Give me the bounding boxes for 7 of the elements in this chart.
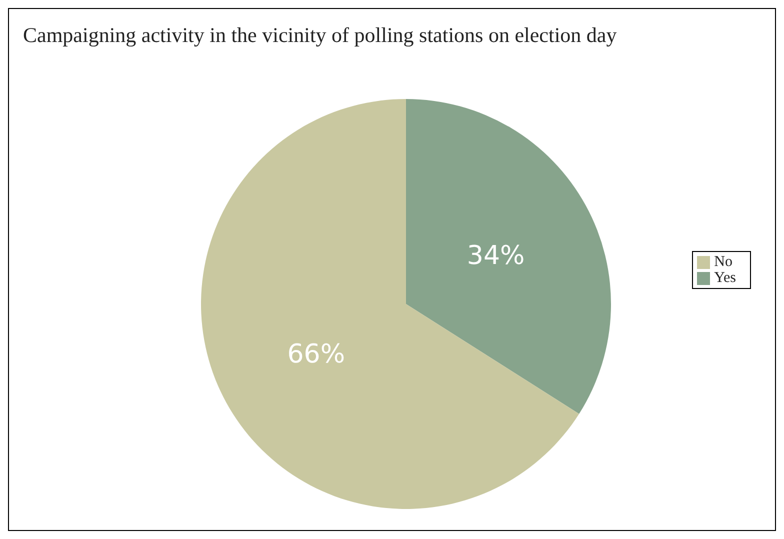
legend-label: No [714,254,733,270]
pie-slice [406,99,611,414]
data-label: 66% [287,340,346,370]
data-label: 34% [466,240,525,271]
pie-slice [201,99,580,509]
legend-label: Yes [714,270,736,286]
chart-title: Campaigning activity in the vicinity of polling stations on election day [23,23,617,48]
